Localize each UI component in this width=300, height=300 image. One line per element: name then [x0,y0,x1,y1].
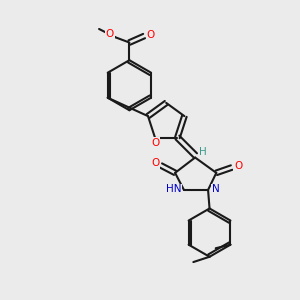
Text: O: O [106,29,114,39]
Text: O: O [234,161,242,171]
Text: O: O [152,138,160,148]
Text: HN: HN [166,184,182,194]
Text: H: H [200,147,207,157]
Text: O: O [146,30,155,40]
Text: N: N [212,184,219,194]
Text: O: O [151,158,159,168]
